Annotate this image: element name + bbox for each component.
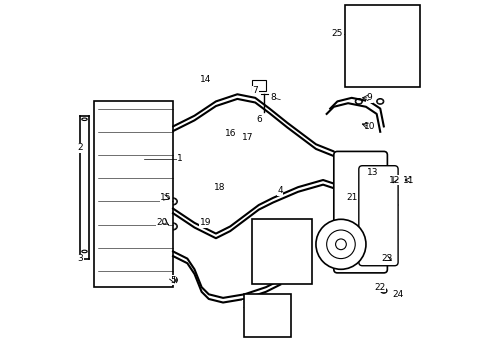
FancyBboxPatch shape <box>358 166 397 266</box>
Bar <box>244 294 290 337</box>
Text: 17: 17 <box>242 132 253 141</box>
Text: 26: 26 <box>342 254 353 263</box>
Circle shape <box>326 230 354 258</box>
Text: 13: 13 <box>366 168 378 177</box>
Text: 19: 19 <box>199 219 210 228</box>
Text: 7: 7 <box>252 86 258 95</box>
Bar <box>94 102 173 287</box>
Text: 3: 3 <box>77 254 83 263</box>
Text: 11: 11 <box>402 176 414 185</box>
Text: 9: 9 <box>366 93 372 102</box>
Text: 5: 5 <box>170 275 176 284</box>
Text: 14: 14 <box>199 76 210 85</box>
Text: 4: 4 <box>277 186 283 195</box>
Text: 21: 21 <box>346 193 357 202</box>
Text: 12: 12 <box>388 176 399 185</box>
Text: 1: 1 <box>177 154 183 163</box>
Circle shape <box>315 219 365 269</box>
Text: 2: 2 <box>77 143 83 152</box>
Text: 16: 16 <box>224 129 236 138</box>
Text: 6: 6 <box>255 115 261 124</box>
Text: 24: 24 <box>392 290 403 299</box>
Text: 22: 22 <box>374 283 385 292</box>
Bar <box>251 80 265 91</box>
Circle shape <box>335 239 346 249</box>
FancyBboxPatch shape <box>333 152 386 273</box>
Text: 18: 18 <box>213 183 225 192</box>
Text: 10: 10 <box>363 122 374 131</box>
Text: 15: 15 <box>160 193 171 202</box>
Text: 28: 28 <box>242 301 253 310</box>
Text: 8: 8 <box>270 93 275 102</box>
Text: 23: 23 <box>381 254 392 263</box>
Text: 27: 27 <box>267 229 278 238</box>
Bar <box>344 5 419 87</box>
Text: 25: 25 <box>331 29 343 38</box>
Text: 20: 20 <box>156 219 168 228</box>
Bar <box>251 219 312 284</box>
